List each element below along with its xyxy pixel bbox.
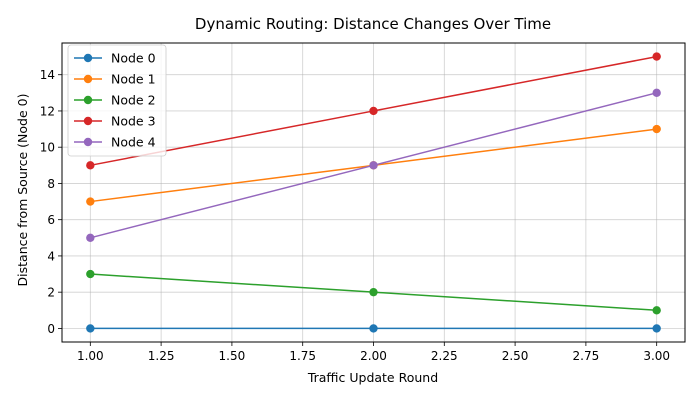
legend-marker [83,95,93,105]
x-tick-label: 2.25 [431,349,458,363]
data-point-node-1 [86,197,95,206]
data-point-node-1 [652,124,661,134]
legend-box [67,44,167,157]
legend-label: Node 1 [111,72,156,87]
x-tick-label: 2.50 [502,349,529,363]
legend-marker [83,74,93,84]
y-tick-label: 8 [47,177,55,191]
legend-entry-node-0: Node 0 [74,51,156,66]
x-tick-label: 1.00 [77,349,104,363]
x-axis-label: Traffic Update Round [307,370,438,385]
series-node-2 [86,269,661,315]
legend-entry-node-4: Node 4 [74,135,156,150]
axis-ticks: 1.00 1.25 1.50 1.75 2.00 2.25 2.50 2.75 3.00 0 2 4 6… [40,68,670,363]
series-node-0 [86,324,661,333]
legend-entry-node-2: Node 2 [74,93,156,108]
y-tick-label: 10 [40,141,55,155]
legend-marker [83,137,93,147]
x-tick-label: 2.75 [573,349,600,363]
x-tick-label: 1.50 [219,349,246,363]
data-point-node-2 [369,287,378,297]
legend-marker [83,53,93,63]
series-layer [86,52,661,333]
legend-marker [83,116,93,126]
data-point-node-2 [86,269,95,279]
data-point-node-3 [369,106,378,116]
legend-label: Node 2 [111,93,156,108]
y-tick-label: 6 [47,213,55,227]
y-axis-label: Distance from Source (Node 0) [15,94,30,287]
chart-title: Dynamic Routing: Distance Changes Over T… [195,15,551,33]
legend-entry-node-3: Node 3 [74,114,156,129]
data-point-node-3 [86,161,95,170]
data-point-node-4 [652,88,661,98]
x-tick-label: 3.00 [643,349,670,363]
y-tick-label: 12 [40,104,55,118]
y-tick-label: 4 [47,249,55,263]
x-tick-label: 1.25 [148,349,175,363]
y-tick-label: 14 [40,68,55,82]
legend-label: Node 3 [111,114,156,129]
data-point-node-3 [652,52,661,61]
legend-label: Node 0 [111,51,156,66]
series-node-4 [86,88,661,243]
data-point-node-4 [86,233,95,243]
x-tick-label: 1.75 [289,349,316,363]
x-tick-label: 2.00 [360,349,387,363]
data-point-node-4 [369,161,378,170]
data-point-node-0 [652,324,661,333]
data-point-node-0 [86,324,95,333]
data-point-node-2 [652,306,661,315]
legend-label: Node 4 [111,135,156,150]
series-node-3 [86,52,661,170]
legend-entry-node-1: Node 1 [74,72,156,87]
legend: Node 0 Node 1 Node 2 Node 3 Node 4 [67,44,167,157]
y-tick-label: 2 [47,286,55,300]
y-tick-label: 0 [47,322,55,336]
data-point-node-0 [369,324,378,333]
